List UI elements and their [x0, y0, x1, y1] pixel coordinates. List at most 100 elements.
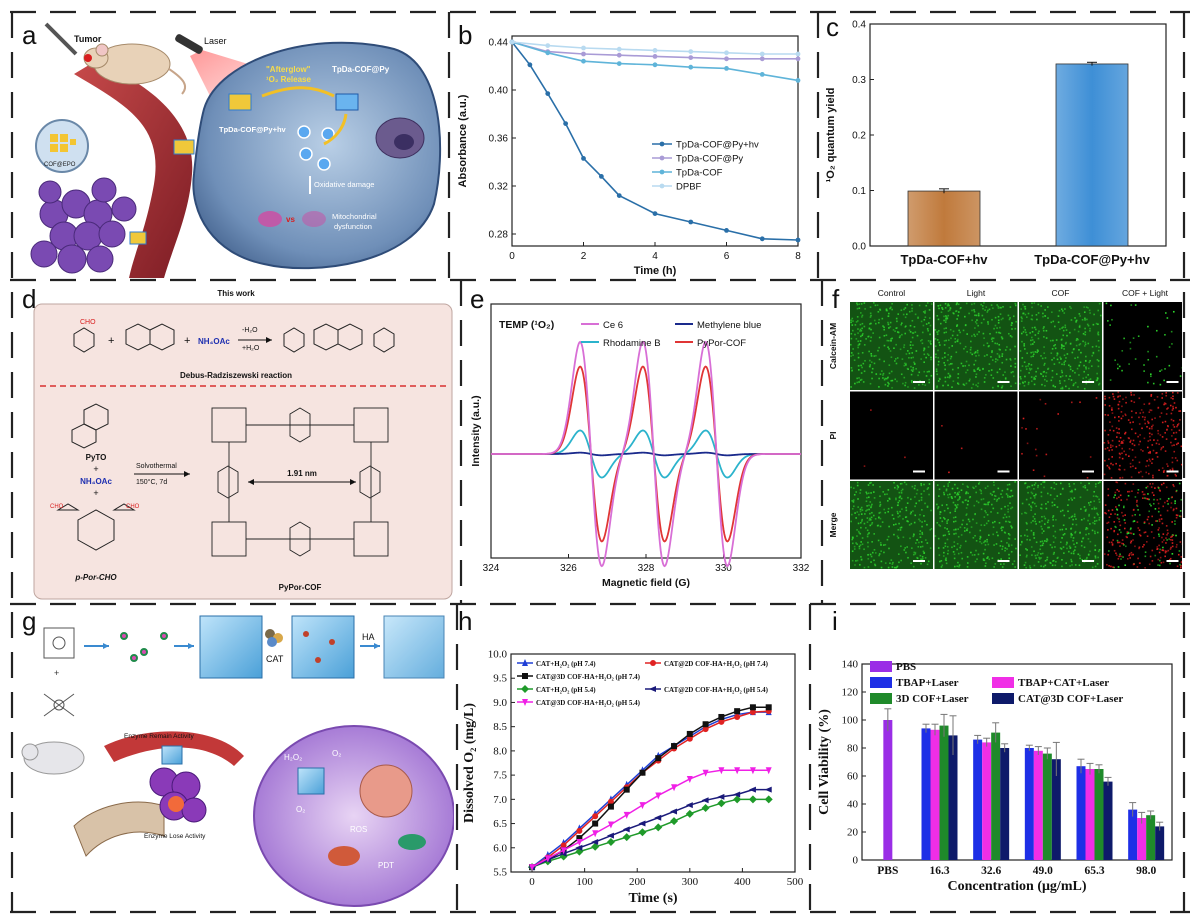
distance-label: 1.91 nm: [287, 469, 317, 478]
category-label: 98.0: [1136, 865, 1156, 877]
micrograph-tile: [934, 391, 1018, 480]
panel-label-h: h: [458, 606, 473, 636]
legend-swatch: [992, 693, 1014, 704]
data-point: [671, 743, 678, 750]
bar: [939, 725, 949, 860]
legend-label: CAT@3D COF-HA+H₂O₂ (pH 5.4): [536, 699, 641, 707]
micrograph-tile: [850, 391, 933, 480]
y-tick-label: 100: [842, 715, 859, 727]
tumor-dot: [84, 54, 92, 62]
syringe-icon: [44, 22, 78, 56]
y-tick-label: 6.0: [493, 842, 507, 854]
data-point: [623, 786, 630, 793]
legend-label: Ce 6: [603, 320, 623, 331]
scheme-box: [33, 303, 453, 600]
y-tick-label: 0: [853, 855, 859, 867]
data-point: [686, 730, 693, 737]
data-point: [652, 54, 658, 59]
o2-label-2: O₂: [296, 805, 305, 814]
micrograph-tile: [1103, 302, 1182, 390]
data-point: [795, 78, 801, 83]
series-line: [511, 41, 799, 241]
category-label: 16.3: [929, 865, 949, 877]
legend-label: Methylene blue: [697, 320, 761, 331]
panel-e-chart: 324 326 328 330 332 Magnetic field (G) Intensi…: [463, 282, 819, 602]
data-point: [575, 847, 584, 856]
data-point: [688, 64, 694, 70]
data-point: [592, 813, 599, 820]
legend-label: Rhodamine B: [603, 338, 661, 349]
category-label: PBS: [877, 865, 898, 877]
category-label: TpDa-COF@Py+hv: [1034, 252, 1150, 267]
data-point: [544, 855, 551, 863]
o2-label-1: O₂: [332, 749, 341, 758]
panel-label-g: g: [22, 606, 37, 636]
y-tick-label: 0.36: [489, 134, 509, 145]
dissolved-oxygen-chart: 0 100 200 300 400 500 5.5 6.0 6.5 7.0 7.5 8.0 8.5 9.0…: [462, 649, 804, 907]
panel-label-a: a: [22, 20, 37, 50]
data-point: [724, 50, 729, 56]
porcho-label: p-Por-CHO: [74, 573, 117, 582]
micrograph-tile: [850, 302, 933, 390]
data-point: [685, 802, 693, 809]
data-point: [724, 66, 729, 71]
legend-marker: [659, 141, 665, 147]
cof-py-label: TpDa-COF@Py: [332, 65, 390, 74]
bar: [1146, 815, 1156, 860]
data-point: [581, 51, 586, 57]
legend-label: TpDa-COF@Py: [676, 154, 743, 165]
legend-swatch: [870, 693, 892, 704]
data-point: [764, 795, 773, 804]
tumor-label: Tumor: [74, 34, 102, 44]
oxidative-label: Oxidative damage: [314, 180, 374, 189]
plot-frame: [510, 653, 796, 873]
data-point: [734, 708, 741, 715]
data-point: [649, 686, 656, 692]
panel-c-chart: 0.0 0.1 0.2 0.3 0.4 ¹O₂ quantum yield TpDa-COF…: [820, 14, 1182, 278]
data-point: [606, 837, 615, 846]
x-tick-label: 2: [581, 251, 587, 262]
y-tick-label: 40: [847, 799, 859, 811]
data-point: [616, 46, 622, 52]
cof-cube-1: [199, 615, 263, 679]
data-point: [592, 830, 599, 838]
column-header: Control: [878, 288, 906, 298]
x-axis-label: Time (s): [628, 891, 677, 906]
data-point: [622, 826, 630, 833]
x-tick-label: 0: [529, 876, 535, 888]
ha-label: HA: [362, 632, 375, 642]
data-point: [606, 832, 614, 839]
panel-label-i: i: [832, 606, 838, 636]
data-point: [686, 735, 693, 742]
category-label: 49.0: [1033, 865, 1053, 877]
legend-label: 3D COF+Laser: [896, 693, 969, 705]
pypor-cof-label: PyPor-COF: [279, 583, 322, 592]
cat-label: CAT: [266, 654, 284, 664]
data-point: [749, 704, 756, 711]
micrograph-tile: [1019, 481, 1102, 569]
bar: [991, 732, 1001, 860]
x-tick-label: 6: [724, 251, 730, 262]
panel-i-chart: 0 20 40 60 80 100 120 140 Concentration (μg/mL) C…: [812, 606, 1182, 910]
bar: [930, 729, 940, 860]
x-tick-label: 100: [576, 876, 593, 888]
y-tick-label: 10.0: [488, 649, 508, 661]
data-point: [598, 174, 604, 179]
category-label: 32.6: [981, 865, 1001, 877]
data-point: [591, 842, 600, 851]
data-point: [581, 45, 586, 51]
x-tick-label: 330: [715, 563, 732, 574]
panel-f-microscopy: Control Light COF COF + Light Calcein-AM PI Me…: [824, 282, 1182, 602]
data-point: [759, 51, 765, 57]
legend-label: CAT@3D COF-HA+H₂O₂ (pH 7.4): [536, 673, 641, 681]
x-tick-label: 200: [629, 876, 646, 888]
bar: [1137, 818, 1147, 860]
y-tick-label: 0.32: [489, 182, 509, 193]
panel-label-b: b: [458, 20, 473, 50]
data-point: [759, 72, 765, 77]
bar: [1033, 750, 1043, 860]
micrograph-tile: [934, 481, 1018, 569]
bar: [883, 720, 893, 860]
data-point: [623, 811, 630, 819]
data-point: [581, 58, 586, 64]
